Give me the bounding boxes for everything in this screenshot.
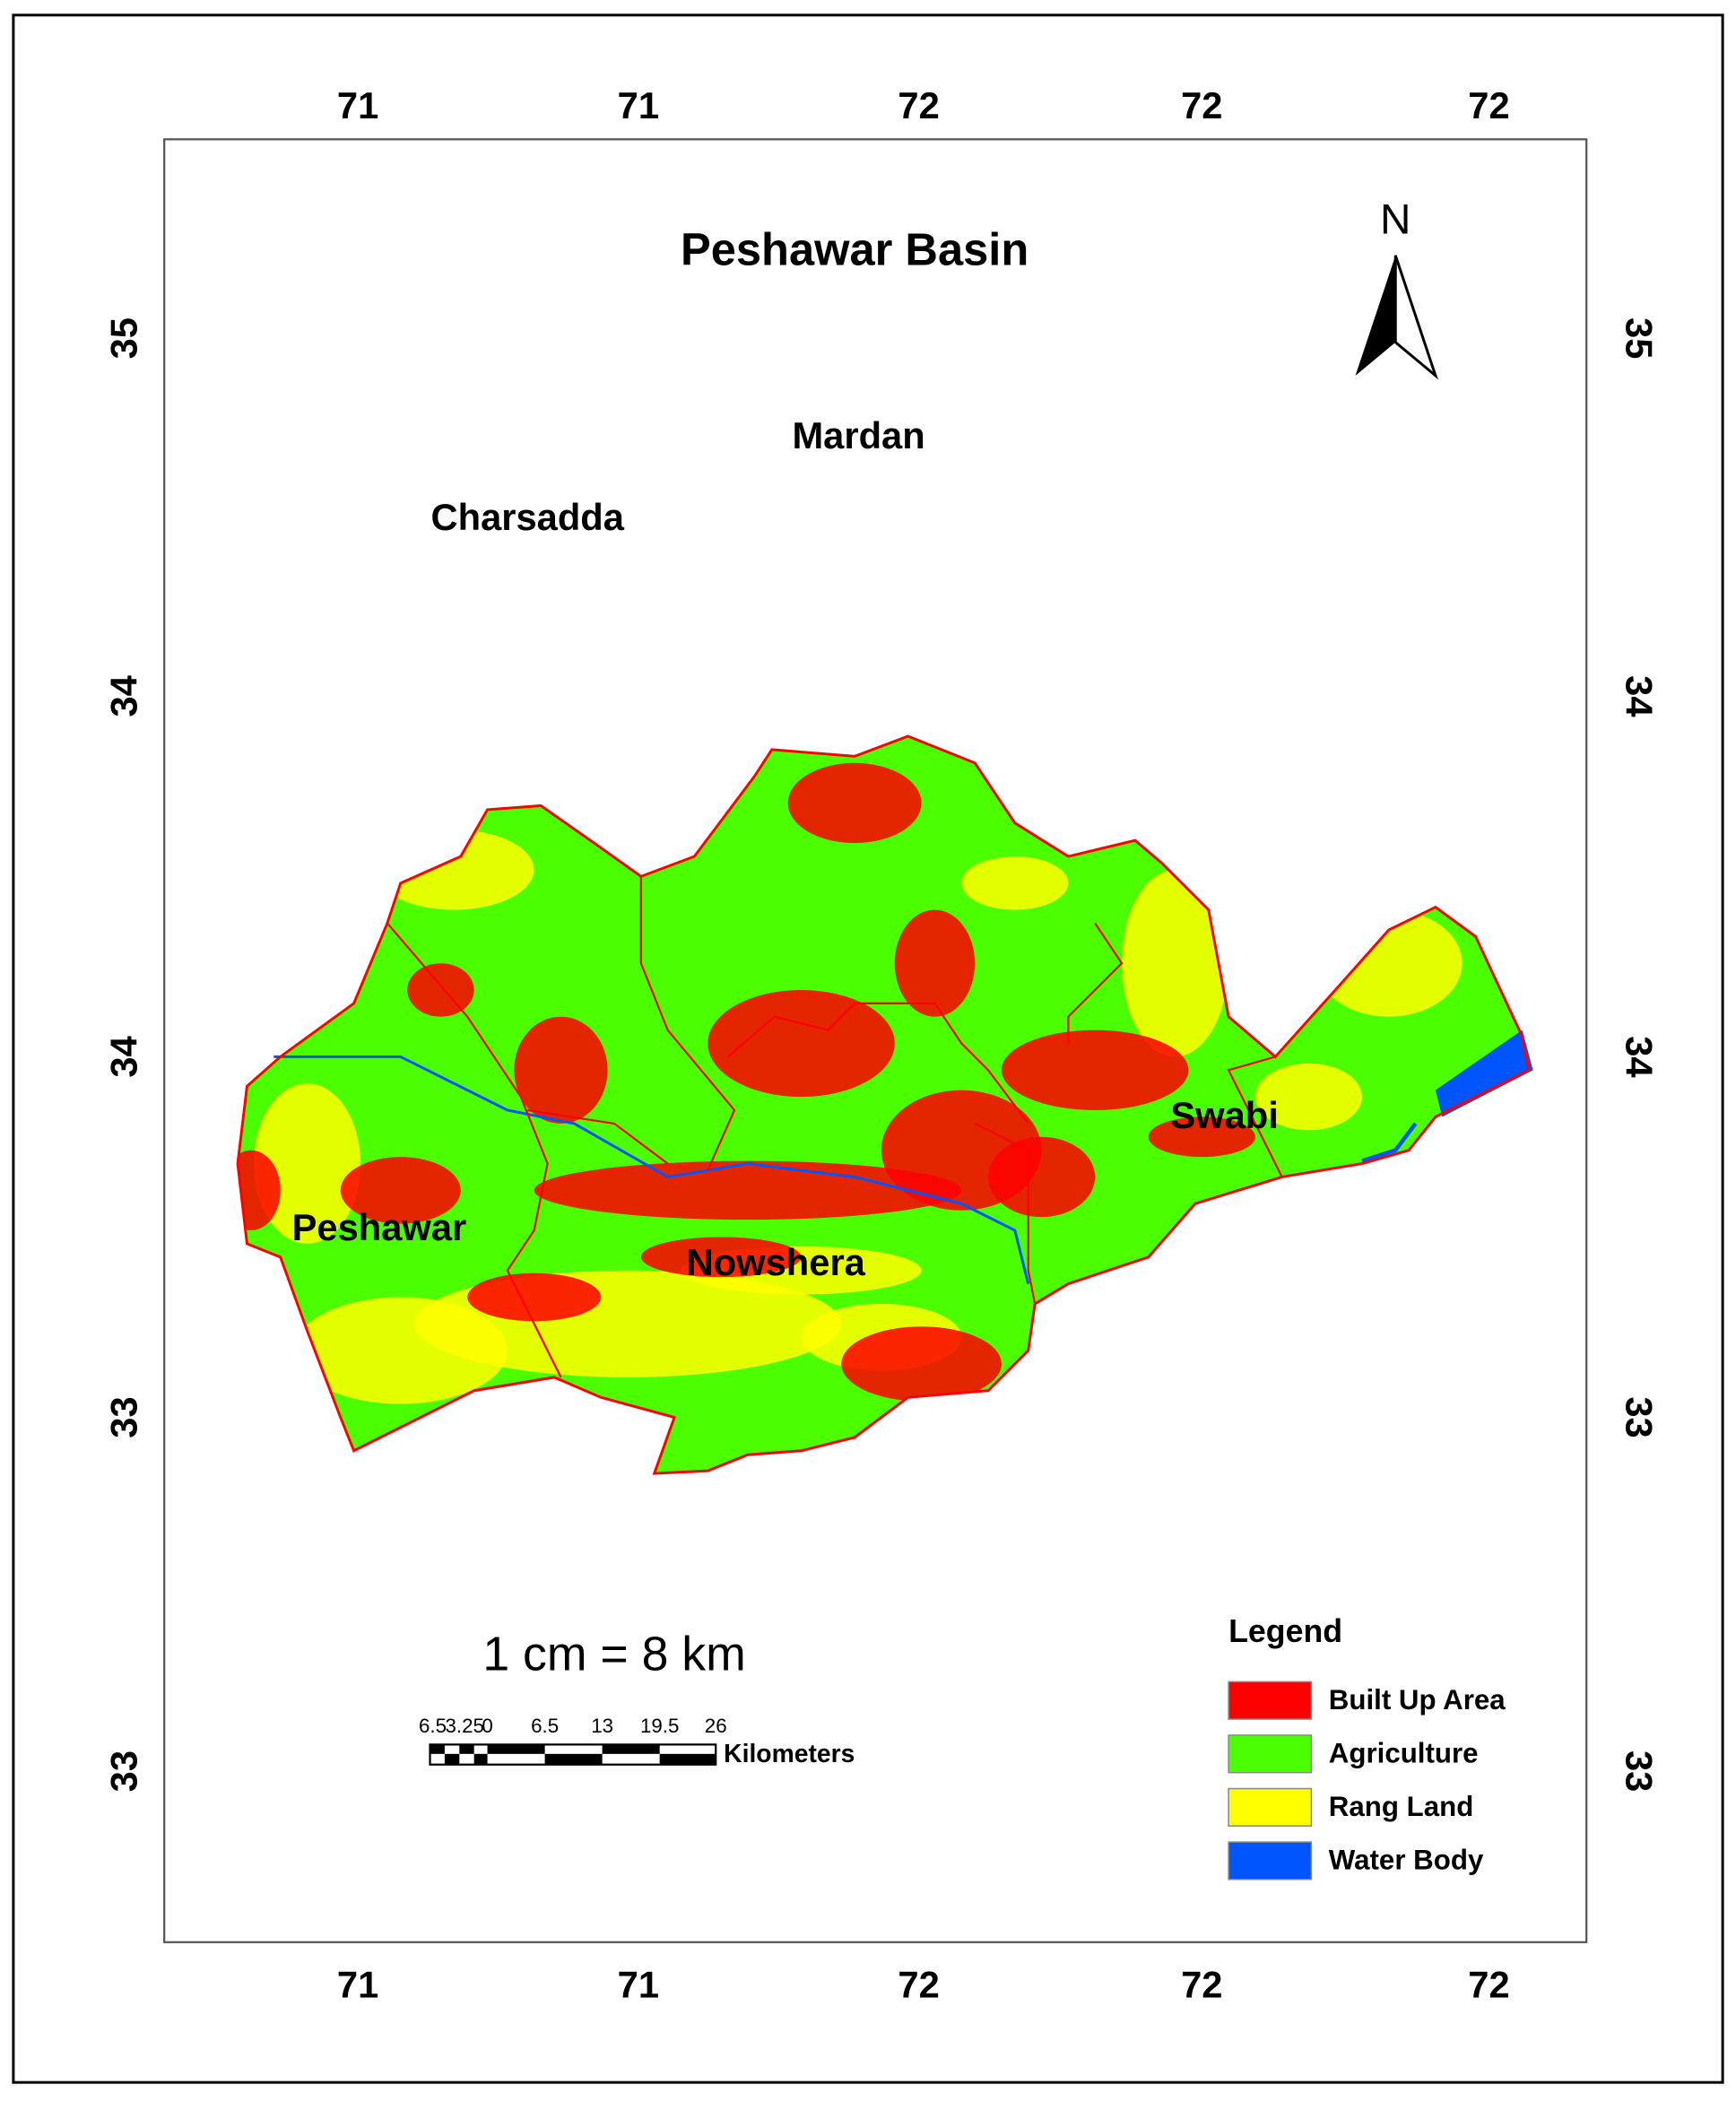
land-patch [640,1237,802,1278]
water-body [1435,1029,1533,1117]
legend-label: Built Up Area [1329,1684,1506,1715]
top-graticule-label: 72 [898,84,939,126]
land-patch [988,1136,1096,1218]
scale-bar [429,1743,717,1766]
land-patch [293,1297,508,1404]
legend-label: Agriculture [1329,1738,1479,1769]
land-patch [253,1083,361,1244]
top-graticule-label: 71 [618,84,659,126]
land-patch [467,1272,602,1322]
land-patch [238,1150,281,1231]
district-label: Swabi [1170,1094,1278,1136]
left-graticule-label: 34 [102,675,144,717]
land-patch [961,856,1069,910]
district-boundary [639,876,736,1171]
land-patch [707,989,895,1098]
scale-label: 6.5 [419,1715,447,1737]
map-frame [163,138,1588,1943]
outer-border [12,13,1724,2084]
legend-swatch [1228,1787,1313,1827]
scale-label: 3.25 [446,1715,484,1737]
land-patch [1121,869,1229,1057]
top-graticule-label: 71 [337,84,378,126]
land-patch [407,963,474,1017]
land-patch [894,909,976,1017]
river [1361,1122,1418,1163]
right-graticule-label: 33 [1618,1396,1660,1438]
bottom-graticule-label: 72 [898,1963,939,2005]
right-graticule-label: 35 [1618,317,1660,359]
bottom-graticule-label: 72 [1468,1963,1509,2005]
land-patch [1315,909,1463,1017]
district-label: Mardan [792,414,924,456]
land-patch [373,830,534,910]
legend-swatch [1228,1681,1313,1720]
scale-label: 13 [591,1715,613,1737]
land-patch [1001,1029,1189,1111]
legend-swatch [1228,1841,1313,1881]
land-patch [340,1157,461,1224]
land-patch [1254,1063,1363,1131]
land-patch [841,1326,1002,1402]
map-title: Peshawar Basin [681,223,1029,274]
right-graticule-label: 34 [1618,1036,1660,1077]
district-label: Peshawar [292,1206,467,1248]
scale-label: 6.5 [531,1715,559,1737]
top-graticule-label: 72 [1181,84,1222,126]
district-boundary [1067,922,1124,1044]
right-graticule-label: 33 [1618,1750,1660,1792]
scale-label: 19.5 [640,1715,679,1737]
district-label: Charsadda [431,496,625,538]
district-boundary [527,1108,669,1165]
district-boundary [386,922,562,1378]
legend-title: Legend [1228,1613,1342,1649]
bottom-graticule-label: 71 [337,1963,378,2005]
legend-label: Water Body [1329,1845,1484,1876]
land-patch [1148,1116,1255,1158]
scale-label: 26 [705,1715,727,1737]
north-arrow [1355,255,1438,380]
district-boundary [974,1122,1037,1305]
bottom-graticule-label: 71 [618,1963,659,2005]
basin-outline [236,734,1531,1475]
district-boundary [726,1002,1029,1125]
land-patch [514,1016,608,1124]
land-cover [238,736,1530,1474]
left-graticule-label: 35 [102,317,144,359]
district-label: Nowshera [687,1241,866,1283]
left-graticule-label: 33 [102,1396,144,1438]
north-label: N [1380,195,1410,243]
scale-text: 1 cm = 8 km [482,1628,745,1681]
top-graticule-label: 72 [1468,84,1509,126]
scale-unit: Kilometers [724,1739,855,1768]
bottom-graticule-label: 72 [1181,1963,1222,2005]
legend-swatch [1228,1734,1313,1774]
district-boundary [1227,1055,1283,1177]
left-graticule-label: 34 [102,1036,144,1077]
left-graticule-label: 33 [102,1750,144,1792]
land-patch [787,762,922,844]
scale-label: 0 [482,1715,492,1737]
land-patch [534,1160,962,1220]
right-graticule-label: 34 [1618,675,1660,717]
legend-label: Rang Land [1329,1791,1474,1822]
